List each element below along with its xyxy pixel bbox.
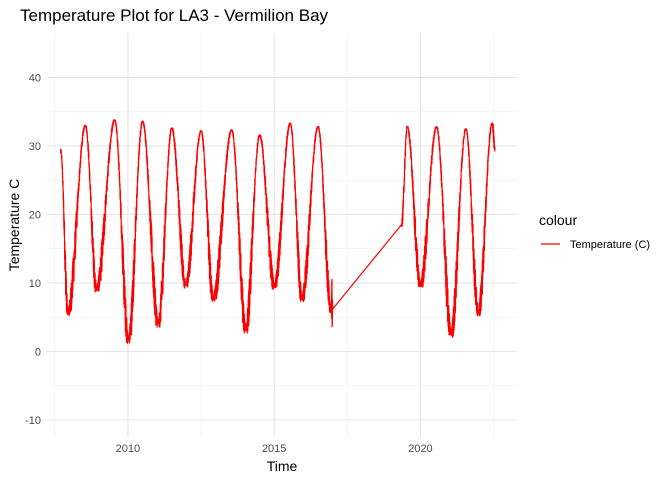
y-tick-label: 40: [29, 73, 41, 85]
x-axis-label: Time: [267, 458, 298, 474]
y-tick-label: 30: [29, 141, 41, 153]
y-tick-label: 10: [29, 278, 41, 290]
x-tick-label: 2015: [262, 443, 286, 455]
series-line-temperature: [60, 119, 496, 344]
y-tick-label: 0: [35, 346, 41, 358]
chart-title: Temperature Plot for LA3 - Vermilion Bay: [20, 6, 329, 25]
x-tick-label: 2010: [116, 443, 140, 455]
x-tick-labels: 2010 2015 2020: [116, 443, 433, 455]
y-tick-labels: -10 0 10 20 30 40: [25, 73, 41, 427]
y-axis-label: Temperature C: [6, 179, 22, 272]
y-tick-label: -10: [25, 415, 41, 427]
legend-label-temperature: Temperature (C): [570, 239, 650, 251]
y-tick-label: 20: [29, 209, 41, 221]
legend: colour Temperature (C): [539, 212, 650, 251]
x-tick-label: 2020: [408, 443, 432, 455]
legend-title: colour: [539, 212, 577, 228]
